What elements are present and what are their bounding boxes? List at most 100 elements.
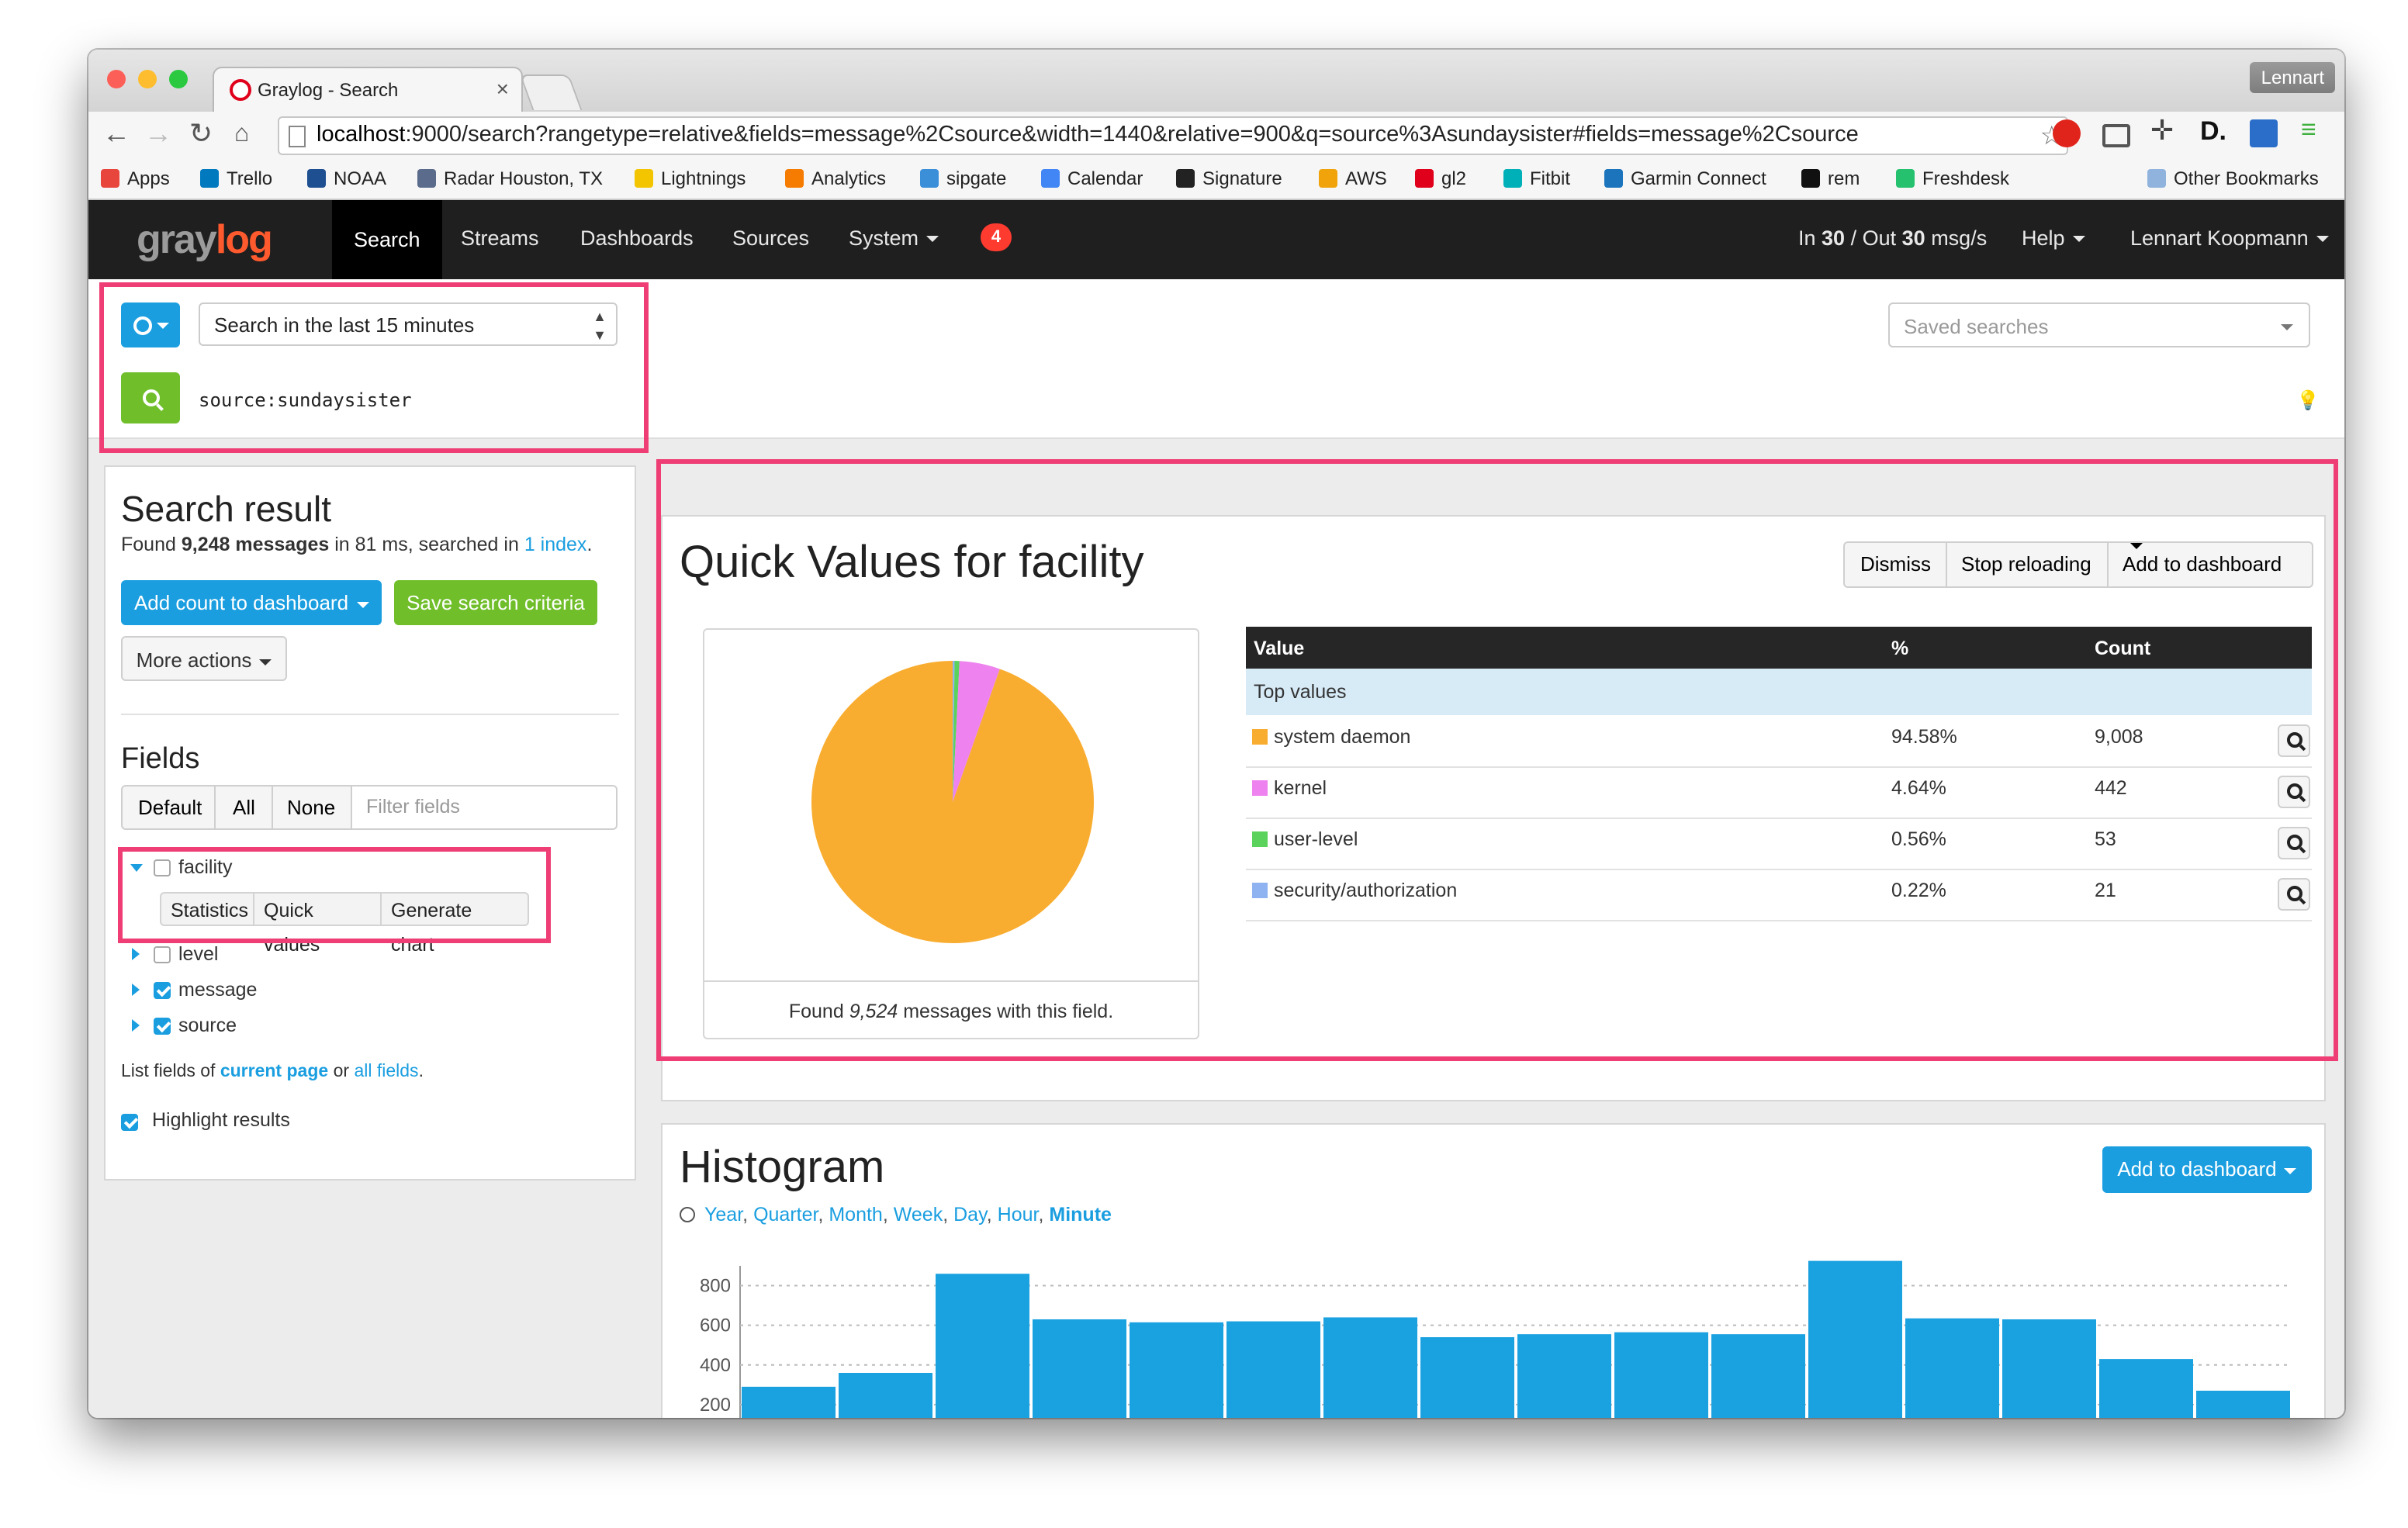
bookmark-item[interactable]: Freshdesk [1896, 168, 2009, 189]
forward-arrow-icon[interactable]: → [144, 118, 172, 149]
bookmark-item[interactable]: Garmin Connect [1604, 168, 1766, 189]
no-fields-button[interactable]: None [287, 796, 336, 819]
address-bar[interactable]: localhost:9000/search?rangetype=relative… [278, 116, 2068, 155]
resolution-week[interactable]: Week [893, 1204, 943, 1226]
bookmark-item[interactable]: Trello [200, 168, 272, 189]
adblock-icon[interactable] [2053, 119, 2081, 147]
save-search-criteria-button[interactable]: Save search criteria [394, 580, 597, 625]
histogram-bar[interactable] [1711, 1334, 1805, 1418]
notification-badge[interactable]: 4 [981, 223, 1012, 251]
current-page-link[interactable]: current page [220, 1063, 329, 1081]
close-tab-icon[interactable]: × [496, 76, 509, 101]
histogram-bar[interactable] [2002, 1319, 2096, 1418]
zoom-in-button[interactable] [2278, 827, 2310, 859]
histogram-add-to-dashboard-button[interactable]: Add to dashboard [2102, 1146, 2312, 1193]
bookmark-item[interactable]: gl2 [1415, 168, 1466, 189]
nav-search[interactable]: Search [332, 200, 442, 279]
nav-user-menu[interactable]: Lennart Koopmann [2130, 226, 2329, 250]
histogram-bar[interactable] [1323, 1317, 1417, 1418]
zoom-in-button[interactable] [2278, 878, 2310, 911]
browser-tab[interactable]: Graylog - Search × [213, 67, 523, 113]
histogram-bar[interactable] [839, 1373, 932, 1418]
bookmark-item[interactable]: Lightnings [635, 168, 746, 189]
search-button[interactable] [121, 372, 180, 423]
close-window-button[interactable] [107, 70, 126, 88]
expand-caret-icon[interactable] [132, 984, 140, 996]
histogram-bar[interactable] [2099, 1359, 2193, 1418]
field-name-facility[interactable]: facility [178, 856, 233, 878]
nav-help[interactable]: Help [2022, 226, 2085, 250]
resolution-minute[interactable]: Minute [1049, 1204, 1112, 1226]
time-range-select[interactable]: Search in the last 15 minutes ▲ ▼ [199, 302, 618, 346]
time-range-type-button[interactable] [121, 302, 180, 347]
more-actions-button[interactable]: More actions [121, 636, 287, 681]
histogram-bar[interactable] [1420, 1337, 1514, 1418]
expand-caret-icon[interactable] [130, 864, 143, 872]
menu-icon[interactable]: ≡ [2301, 115, 2316, 144]
histogram-bar[interactable] [1130, 1322, 1223, 1418]
bookmark-item[interactable]: Apps [101, 168, 170, 189]
bookmark-item[interactable]: Fitbit [1503, 168, 1570, 189]
d-extension-icon[interactable]: D. [2200, 116, 2226, 146]
zoom-in-button[interactable] [2278, 724, 2310, 757]
resolution-day[interactable]: Day [953, 1204, 987, 1226]
new-tab-button[interactable] [519, 74, 583, 110]
field-name-message[interactable]: message [178, 979, 258, 1001]
histogram-bar[interactable] [1226, 1321, 1320, 1418]
statistics-button[interactable]: Statistics [160, 892, 254, 926]
pie-slice-user-level[interactable] [953, 661, 960, 802]
crosshair-icon[interactable]: ✛ [2150, 115, 2174, 146]
back-arrow-icon[interactable]: ← [102, 118, 130, 149]
new-extension-icon[interactable] [2250, 119, 2278, 147]
pie-slice-kernel[interactable] [953, 661, 1000, 802]
bookmark-item[interactable]: NOAA [307, 168, 386, 189]
histogram-bar[interactable] [936, 1274, 1029, 1418]
field-name-level[interactable]: level [178, 943, 219, 965]
bookmark-item[interactable]: Analytics [785, 168, 886, 189]
nav-streams[interactable]: Streams [461, 226, 539, 250]
saved-searches-select[interactable]: Saved searches [1888, 302, 2310, 347]
expand-caret-icon[interactable] [132, 948, 140, 960]
nav-dashboards[interactable]: Dashboards [580, 226, 694, 250]
graylog-logo[interactable]: graylog [137, 216, 273, 262]
field-checkbox-message[interactable] [154, 982, 171, 999]
bookmark-item[interactable]: AWS [1319, 168, 1387, 189]
lightbulb-icon[interactable]: 💡 [2296, 389, 2320, 411]
pie-slice-system-daemon[interactable] [811, 661, 1094, 943]
minimize-window-button[interactable] [138, 70, 157, 88]
other-bookmarks[interactable]: Other Bookmarks [2147, 168, 2319, 189]
histogram-bar[interactable] [1808, 1260, 1902, 1418]
bookmark-item[interactable]: sipgate [920, 168, 1006, 189]
home-icon[interactable]: ⌂ [234, 121, 250, 147]
bookmark-item[interactable]: Calendar [1041, 168, 1143, 189]
all-fields-link[interactable]: all fields [354, 1063, 419, 1081]
resolution-year[interactable]: Year [704, 1204, 743, 1226]
search-query-input[interactable]: source:sundaysister [199, 389, 412, 411]
bookmark-item[interactable]: Radar Houston, TX [417, 168, 603, 189]
cast-icon[interactable] [2102, 124, 2130, 147]
all-fields-button[interactable]: All [233, 796, 255, 819]
nav-system[interactable]: System [849, 226, 939, 250]
reload-icon[interactable]: ↻ [189, 118, 213, 149]
resolution-hour[interactable]: Hour [997, 1204, 1039, 1226]
field-checkbox-facility[interactable] [154, 859, 171, 876]
bookmark-item[interactable]: Signature [1176, 168, 1282, 189]
profile-button[interactable]: Lennart [2250, 62, 2335, 93]
highlight-results-checkbox[interactable] [121, 1114, 138, 1131]
resolution-quarter[interactable]: Quarter [753, 1204, 818, 1226]
bookmark-item[interactable]: rem [1801, 168, 1860, 189]
resolution-month[interactable]: Month [829, 1204, 883, 1226]
add-count-to-dashboard-button[interactable]: Add count to dashboard [121, 580, 382, 625]
histogram-bar[interactable] [1033, 1319, 1126, 1418]
stop-reloading-button[interactable]: Stop reloading [1961, 552, 2091, 576]
histogram-bar[interactable] [1905, 1318, 1999, 1418]
field-checkbox-source[interactable] [154, 1018, 171, 1035]
pie-slice-security-authorization[interactable] [953, 661, 955, 802]
zoom-in-button[interactable] [2278, 776, 2310, 808]
filter-fields-input[interactable]: Filter fields [351, 785, 618, 830]
default-fields-button[interactable]: Default [138, 796, 202, 819]
field-checkbox-level[interactable] [154, 946, 171, 963]
generate-chart-button[interactable]: Generate chart [380, 892, 529, 956]
field-name-source[interactable]: source [178, 1015, 237, 1036]
dismiss-button[interactable]: Dismiss [1860, 552, 1931, 576]
